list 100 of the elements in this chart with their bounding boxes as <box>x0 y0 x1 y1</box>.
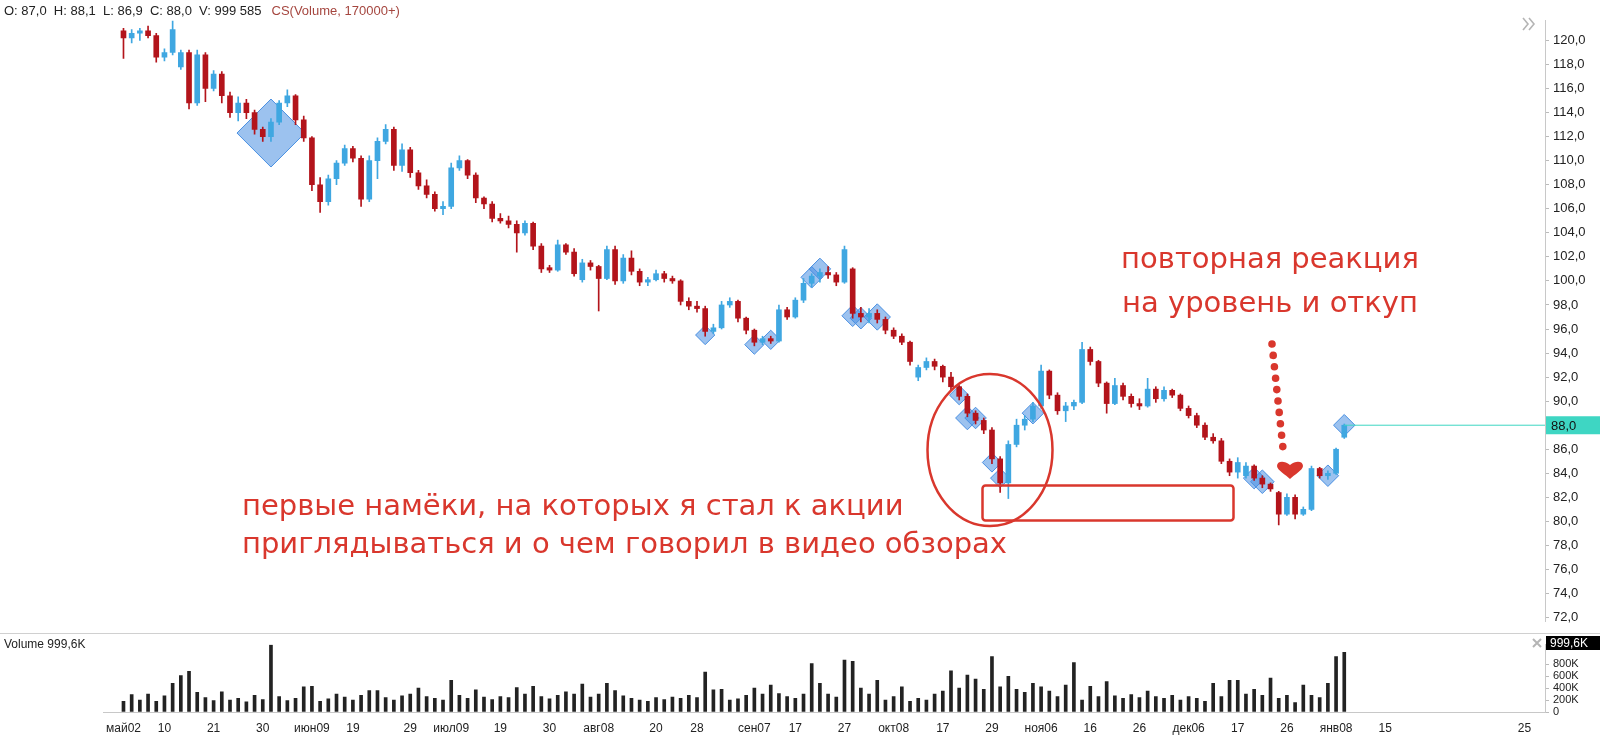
bar <box>195 691 200 712</box>
x-tick-label: 26 <box>1132 720 1147 735</box>
y-tick-label: 84,0 <box>1553 464 1579 480</box>
x-tick-label: 17 <box>1231 720 1245 735</box>
bar <box>154 700 159 712</box>
bar <box>1153 696 1158 712</box>
bar <box>605 683 609 712</box>
y-tick-label: 110,0 <box>1553 152 1585 168</box>
bar <box>449 680 454 712</box>
bar <box>146 693 150 712</box>
x-tick-label: 19 <box>346 720 360 735</box>
bar <box>1022 691 1027 712</box>
y-tick-label: 116,0 <box>1553 80 1585 96</box>
bar <box>768 684 773 712</box>
bar <box>342 696 347 712</box>
bar <box>1170 694 1175 712</box>
x-tick-label: окт08 <box>878 720 910 735</box>
x-tick-label: 25 <box>1517 720 1532 735</box>
candlestick <box>694 301 700 313</box>
bar <box>318 700 322 712</box>
y-tick-label: 98,0 <box>1553 296 1579 312</box>
bar <box>187 671 191 712</box>
x-tick-label: 29 <box>403 720 418 735</box>
x-tick-label: июн09 <box>294 720 331 735</box>
x-tick-label: 19 <box>493 720 508 735</box>
bar <box>859 687 863 712</box>
x-tick-label: дек06 <box>1172 720 1206 735</box>
bar <box>613 690 617 712</box>
x-tick-label: июл09 <box>433 720 470 735</box>
bar <box>818 683 822 712</box>
bar <box>564 691 568 712</box>
chart-title: Volume 999,6K <box>4 637 86 651</box>
y-tick-label: 0 <box>1553 705 1560 718</box>
bar <box>703 671 708 712</box>
bar <box>179 675 183 712</box>
bar <box>646 700 650 712</box>
bar <box>473 689 478 712</box>
bar <box>228 699 232 712</box>
y-tick-label: 94,0 <box>1553 344 1579 360</box>
bar <box>277 696 281 712</box>
ref-line-label: 88,0 <box>1551 417 1577 433</box>
y-tick-label: 112,0 <box>1553 128 1585 144</box>
y-tick-label: 106,0 <box>1553 200 1586 216</box>
y-tick-label: 72,0 <box>1553 609 1579 625</box>
y-tick-label: 96,0 <box>1553 320 1579 336</box>
y-tick-label: 100,0 <box>1553 272 1586 288</box>
bar <box>523 693 527 712</box>
bar <box>1047 690 1052 712</box>
candlestick <box>440 201 446 216</box>
bar <box>1129 694 1134 712</box>
candlestick <box>825 266 831 279</box>
y-tick-label: 80,0 <box>1553 512 1579 528</box>
bar <box>596 693 601 712</box>
y-tick-label: 74,0 <box>1553 585 1579 601</box>
bar <box>834 696 839 712</box>
bar <box>400 695 404 712</box>
bar <box>867 693 871 712</box>
bar <box>1276 697 1281 712</box>
bar <box>392 699 396 712</box>
bar <box>1301 684 1306 712</box>
bar <box>1211 683 1216 712</box>
x-tick-label: 27 <box>837 720 852 735</box>
bar <box>1162 697 1166 712</box>
y-tick-label: 90,0 <box>1553 392 1579 408</box>
bar <box>957 687 962 712</box>
bar <box>1334 656 1338 712</box>
bar <box>654 697 658 712</box>
bar <box>531 686 535 712</box>
x-tick-label: 16 <box>1083 720 1098 735</box>
bar <box>260 699 265 712</box>
x-tick-label: 10 <box>157 720 172 735</box>
bar <box>1088 686 1093 712</box>
x-tick-label: ноя06 <box>1024 720 1059 735</box>
bar <box>514 687 519 712</box>
bar <box>138 699 142 712</box>
bar <box>1293 702 1297 712</box>
bar <box>990 656 994 712</box>
x-tick-label: авг08 <box>583 720 615 735</box>
bar <box>686 694 691 712</box>
y-tick-label: 104,0 <box>1553 224 1586 240</box>
bar <box>1285 694 1289 712</box>
bar <box>1244 693 1248 712</box>
bar <box>850 660 855 712</box>
y-tick-label: 78,0 <box>1553 537 1579 553</box>
bar <box>1342 652 1347 712</box>
bar <box>777 693 781 712</box>
bar <box>908 700 912 712</box>
y-tick-label: 800K <box>1553 657 1580 670</box>
y-tick-label: 114,0 <box>1553 104 1585 120</box>
y-tick-label: 108,0 <box>1553 176 1586 192</box>
bar <box>1063 684 1068 712</box>
bar <box>572 693 576 712</box>
bar <box>621 695 626 712</box>
bar <box>1113 695 1117 712</box>
bar <box>826 693 830 712</box>
bar <box>875 680 880 712</box>
bar <box>900 686 904 712</box>
y-tick-label: 400K <box>1553 681 1580 694</box>
x-tick-label: 29 <box>985 720 999 735</box>
bar <box>1080 699 1084 712</box>
